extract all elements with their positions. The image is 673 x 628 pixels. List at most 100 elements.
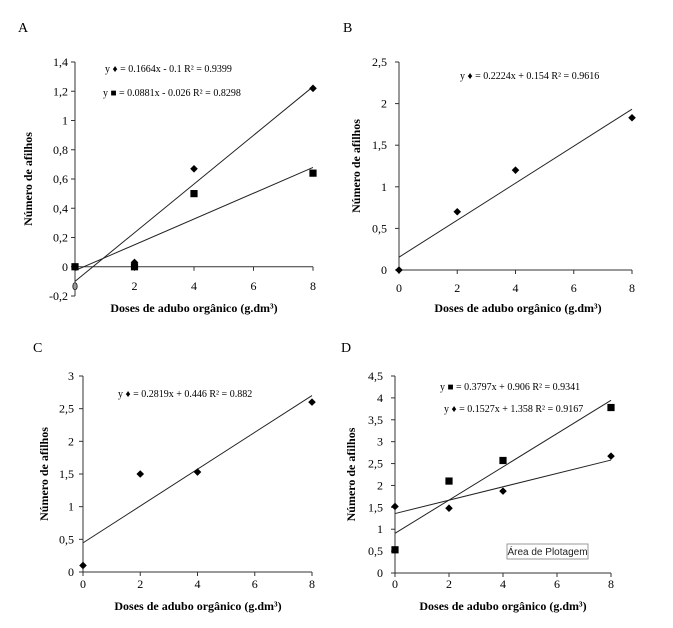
- y-tick-label: 0,6: [53, 172, 68, 186]
- panel-b: B 0 0,5 1 1,5 2 2,5 0 2 4 6 8 Doses de adubo orgânic…: [343, 21, 636, 315]
- y-tick-label: 1,4: [53, 55, 68, 69]
- data-point-square: [445, 477, 453, 485]
- trendline-diamond: [394, 459, 612, 515]
- data-point-diamond: [79, 561, 87, 570]
- x-tick-label: 4: [500, 577, 506, 591]
- y-tick-label: 0: [381, 263, 387, 277]
- y-tick-label: 4: [377, 391, 383, 405]
- data-point-diamond: [453, 207, 462, 216]
- x-tick-label: 0: [396, 281, 402, 295]
- trendline-square: [394, 399, 612, 534]
- y-tick-label: 0,5: [368, 544, 383, 558]
- x-tick-label: 8: [608, 577, 614, 591]
- y-tick-label: 2,5: [368, 457, 383, 471]
- x-axis-title: Doses de adubo orgânico (g.dm³): [114, 599, 281, 613]
- x-tick-label: 4: [191, 279, 197, 293]
- y-axis-title: Número de afilhos: [344, 427, 358, 521]
- data-point-diamond: [391, 502, 399, 511]
- y-tick-label: 0,8: [53, 143, 68, 157]
- y-tick-label: 1,2: [53, 84, 68, 98]
- x-tick-label: 0: [80, 577, 86, 591]
- data-point-square: [130, 263, 139, 271]
- plot-area-tooltip-box: [506, 543, 589, 560]
- data-point-diamond: [511, 166, 520, 174]
- data-point-diamond: [130, 258, 139, 267]
- y-tick-label: 2: [381, 97, 387, 111]
- x-tick-label: 2: [454, 281, 460, 295]
- y-tick-label: 1,5: [372, 138, 387, 152]
- y-axis-title: Número de afilhos: [349, 119, 363, 213]
- data-point-diamond: [136, 470, 145, 478]
- y-tick-label: 0: [377, 566, 383, 580]
- y-axis-title: Número de afilhos: [37, 427, 51, 521]
- data-point-square: [309, 169, 317, 177]
- plot-area-tooltip-label: Área de Plotagem: [507, 545, 587, 558]
- y-tick-label: 3: [68, 369, 74, 383]
- y-tick-label: 0,4: [53, 201, 68, 215]
- data-point-diamond: [190, 164, 198, 173]
- y-tick-label: 4,5: [368, 369, 383, 383]
- y-tick-label: 2: [377, 478, 383, 492]
- x-tick-label: 6: [252, 577, 258, 591]
- data-point-square: [391, 546, 399, 554]
- x-tick-label: 8: [629, 281, 635, 295]
- y-tick-label: 1: [377, 522, 383, 536]
- x-tick-label: 0: [72, 279, 78, 293]
- x-axis-title: Doses de adubo orgânico (g.dm³): [110, 301, 277, 315]
- x-tick-label: 8: [309, 577, 315, 591]
- x-axis-title: Doses de adubo orgânico (g.dm³): [419, 599, 586, 613]
- panel-letter: C: [33, 341, 42, 356]
- y-tick-label: 1: [68, 500, 74, 514]
- y-tick-label: 2: [68, 434, 74, 448]
- data-point-diamond: [193, 468, 202, 476]
- data-point-diamond: [308, 398, 316, 406]
- y-tick-label: 1,5: [368, 500, 383, 514]
- data-point-diamond: [309, 84, 317, 93]
- y-tick-label: 0: [62, 260, 68, 274]
- data-point-diamond: [607, 452, 615, 460]
- x-tick-label: 4: [195, 577, 201, 591]
- y-tick-label: 2,5: [372, 55, 387, 69]
- data-point-square: [190, 190, 198, 198]
- x-tick-label: 6: [251, 279, 257, 293]
- trendline-diamond: [74, 86, 314, 282]
- x-tick-label: 2: [446, 577, 452, 591]
- x-tick-label: 0: [392, 577, 398, 591]
- y-tick-label: 3,5: [368, 413, 383, 427]
- panel-d: D 0 0,5 1 1,5 2 2,5 3 3,5 4 4,5 0 2 4 6 8 Doses de adubo…: [341, 341, 615, 613]
- data-point-diamond: [628, 113, 636, 122]
- trend-equation: y ♦ = 0.2819x + 0.446 R² = 0.882: [118, 389, 252, 400]
- x-tick-label: 2: [132, 279, 138, 293]
- x-tick-label: 6: [571, 281, 577, 295]
- y-tick-label: 0,5: [372, 221, 387, 235]
- x-axis-title: Doses de adubo orgânico (g.dm³): [434, 301, 601, 315]
- trend-equation: y ♦ = 0.1664x - 0.1 R² = 0.9399: [105, 64, 232, 75]
- data-point-square: [71, 263, 79, 271]
- trend-equation: y ♦ = 0.1527x + 1.358 R² = 0.9167: [444, 404, 583, 415]
- y-tick-label: 1: [381, 180, 387, 194]
- x-tick-label: 6: [554, 577, 560, 591]
- x-tick-label: 8: [310, 279, 316, 293]
- y-tick-label: 3: [377, 435, 383, 449]
- data-point-diamond: [499, 487, 507, 495]
- y-axis-title: Número de afilhos: [21, 132, 35, 226]
- x-tick-label: 2: [137, 577, 143, 591]
- y-tick-label: 0,5: [59, 532, 74, 546]
- panel-c: C 0 0,5 1 1,5 2 2,5 3 0 2 4 6 8 Doses de adubo orgâni…: [33, 341, 316, 613]
- y-tick-label: 1: [62, 114, 68, 128]
- y-tick-label: 2,5: [59, 402, 74, 416]
- x-tick-label: 4: [513, 281, 519, 295]
- data-point-diamond: [445, 504, 453, 513]
- data-point-square: [499, 456, 507, 465]
- data-point-diamond: [395, 266, 403, 274]
- y-tick-label: 0,2: [53, 231, 68, 245]
- trend-equation: y ■ = 0.3797x + 0.906 R² = 0.9341: [440, 382, 580, 393]
- data-point-square: [607, 403, 615, 412]
- trend-equation: y ♦ = 0.2224x + 0.154 R² = 0.9616: [460, 71, 599, 82]
- panel-letter: D: [341, 341, 351, 356]
- panel-letter: B: [343, 21, 352, 36]
- trend-equation: y ■ = 0.0881x - 0.026 R² = 0.8298: [103, 88, 241, 99]
- trendline-diamond: [398, 108, 633, 258]
- panel-a: A -0,2 0 0,2 0,4 0,6 0,8 1 1,2 1,4 0 2 4 6 8 Doses de a…: [18, 21, 317, 315]
